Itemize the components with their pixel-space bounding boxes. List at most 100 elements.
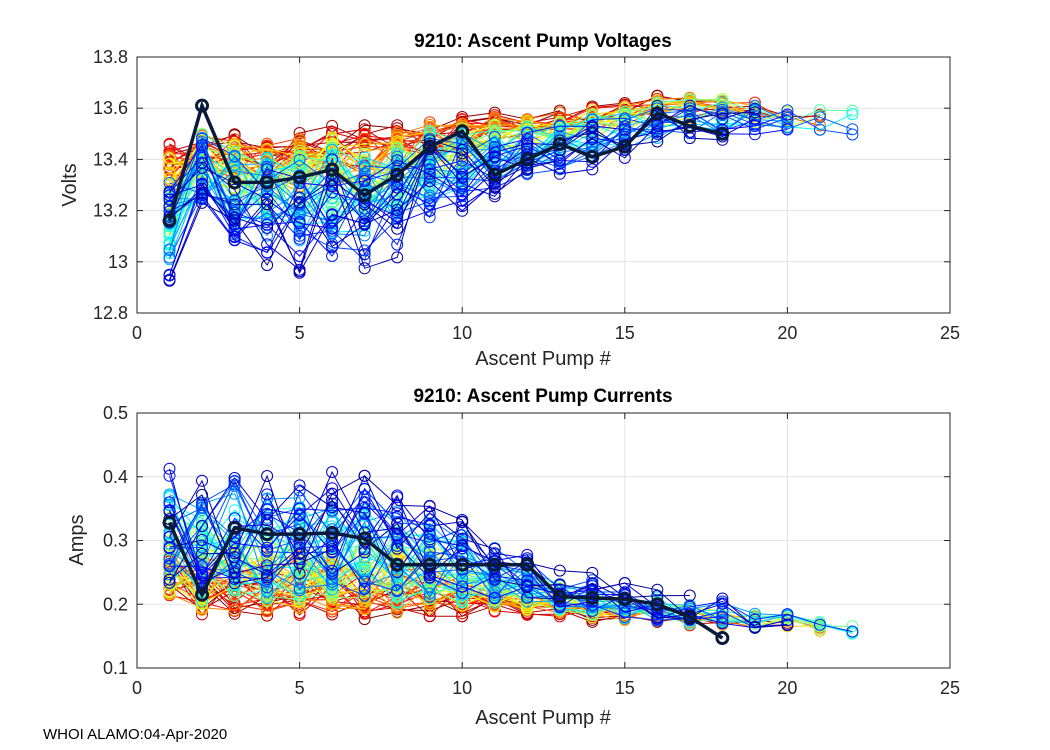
voltage-profile-marker: [293, 232, 306, 245]
current-profile-marker: [293, 608, 306, 621]
voltage-profile-marker: [261, 218, 274, 231]
voltage-x-tick-label: 10: [452, 323, 472, 343]
voltage-profile-marker: [456, 168, 469, 181]
voltage-profile-marker: [391, 203, 404, 216]
current-profile-marker: [488, 588, 501, 601]
current-highlight-series: [162, 515, 730, 646]
voltage-highlight-point: [227, 175, 242, 190]
current-profile-marker: [228, 512, 241, 525]
voltage-profile-marker: [326, 240, 339, 253]
current-profile-marker: [261, 514, 274, 527]
current-y-tick-label: 0.1: [103, 658, 128, 678]
voltage-profile-marker: [488, 124, 501, 137]
current-profile-marker: [423, 571, 436, 584]
current-profile-marker: [391, 575, 404, 588]
voltage-profile-marker: [358, 218, 371, 231]
current-profile-marker: [423, 536, 436, 549]
current-profile-marker: [358, 546, 371, 559]
current-profile-marker: [456, 593, 469, 606]
current-y-tick-label: 0.5: [103, 403, 128, 423]
voltage-profile-line: [169, 111, 755, 281]
voltage-profile-marker: [456, 185, 469, 198]
voltage-profile-marker: [196, 139, 208, 152]
current-y-tick-label: 0.3: [103, 531, 128, 551]
voltage-highlight-point: [520, 152, 535, 167]
voltage-profile-marker: [716, 133, 729, 146]
current-profile-marker: [228, 504, 241, 517]
current-profile-marker: [521, 591, 534, 604]
voltage-profile-marker: [748, 102, 761, 115]
voltage-profile-marker: [196, 196, 208, 209]
voltage-profile-marker: [358, 147, 371, 160]
voltage-profile-marker: [326, 137, 339, 150]
current-highlight-point: [617, 592, 632, 607]
voltage-profile-marker: [261, 259, 274, 272]
voltage-panel: 9210: Ascent Pump Voltages 0 5 10 15 20 25 12.…: [59, 31, 960, 370]
voltage-title: 9210: Ascent Pump Voltages: [414, 31, 672, 52]
current-profile-marker: [846, 625, 859, 638]
current-x-axis-label: Ascent Pump #: [475, 707, 612, 729]
current-profile-marker: [716, 610, 729, 623]
voltage-highlight-point: [162, 213, 177, 228]
current-profile-marker: [293, 557, 306, 570]
current-profile-marker: [261, 541, 274, 554]
voltage-profile-marker: [196, 161, 208, 174]
current-x-tick-label: 10: [452, 678, 472, 698]
current-title: 9210: Ascent Pump Currents: [413, 386, 672, 407]
voltage-profile-marker: [163, 138, 176, 151]
voltage-profile-marker: [423, 204, 436, 217]
voltage-profile-marker: [586, 126, 599, 139]
current-profile-marker: [228, 547, 241, 559]
current-profile-marker: [456, 516, 469, 529]
voltage-highlight-series: [162, 98, 730, 228]
voltage-profile-marker: [293, 196, 306, 209]
voltage-profile-marker: [846, 123, 859, 136]
voltage-profile-marker: [228, 231, 241, 244]
voltage-x-tick-label: 0: [132, 323, 142, 343]
current-profile-marker: [261, 488, 274, 501]
voltage-profile-marker: [163, 157, 176, 170]
voltage-profile-marker: [358, 160, 371, 173]
voltage-profile-marker: [456, 147, 469, 160]
current-profile-marker: [813, 618, 826, 631]
current-profile-marker: [423, 507, 436, 520]
current-profile-marker: [261, 470, 274, 482]
voltage-profile-line: [169, 123, 625, 245]
current-profile-marker: [163, 541, 176, 554]
current-profile-marker: [488, 542, 501, 555]
voltage-profile-marker: [586, 121, 599, 134]
current-profile-marker: [163, 576, 176, 589]
voltage-profile-marker: [521, 133, 534, 145]
current-profile-marker: [748, 613, 761, 626]
current-highlight-point: [357, 531, 372, 546]
voltage-profile-marker: [586, 163, 599, 176]
current-profile-marker: [813, 616, 826, 629]
current-highlight-point: [390, 557, 405, 572]
voltage-profile-marker: [358, 248, 371, 261]
voltage-profile-marker: [391, 154, 404, 167]
current-profile-marker: [521, 580, 534, 593]
current-highlight-point: [552, 589, 567, 604]
voltage-profile-marker: [456, 204, 469, 217]
voltage-profile-marker: [423, 191, 436, 204]
voltage-profile-marker: [261, 151, 274, 164]
voltage-profile-marker: [488, 190, 501, 203]
current-profile-marker: [521, 603, 534, 616]
voltage-profile-marker: [261, 221, 274, 234]
voltage-profile-line: [169, 104, 690, 236]
voltage-profile-marker: [261, 185, 274, 198]
current-profile-marker: [358, 589, 371, 602]
voltage-y-tick-label: 13: [108, 252, 128, 272]
voltage-highlight-point: [585, 149, 600, 164]
voltage-x-tick-label: 15: [615, 323, 635, 343]
current-profile-line: [169, 494, 690, 599]
voltage-profile-marker: [813, 104, 826, 117]
voltage-profile-marker: [293, 150, 306, 163]
current-profile-marker: [228, 474, 241, 487]
current-profile-marker: [358, 469, 371, 482]
current-x-tick-label: 20: [777, 678, 797, 698]
voltage-profile-marker: [391, 238, 404, 251]
current-profile-marker: [196, 567, 208, 580]
current-profile-marker: [261, 588, 274, 600]
current-profile-marker: [423, 591, 436, 604]
